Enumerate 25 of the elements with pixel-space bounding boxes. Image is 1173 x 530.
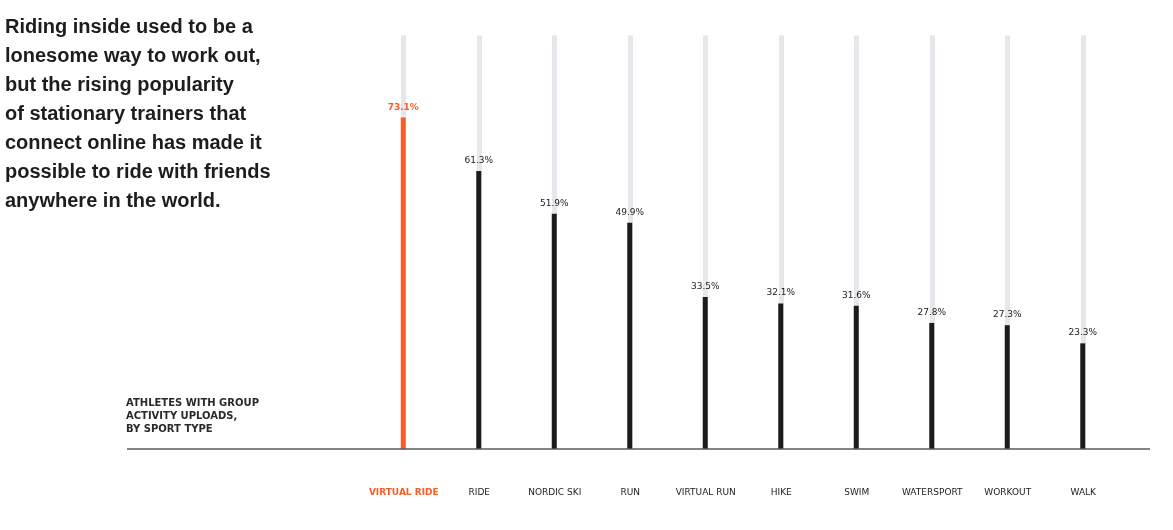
data-label: 49.9% <box>615 206 645 217</box>
data-label: 31.6% <box>841 289 871 300</box>
data-label: 51.9% <box>539 197 569 208</box>
x-tick-label: WATERSPORT <box>901 487 964 497</box>
text: ATHLETES WITH GROUP ACTIVITY UPLOADS, BY SPORT TYPE <box>126 397 259 434</box>
x-tick-label: WORKOUT <box>984 487 1032 497</box>
bar <box>1080 343 1086 449</box>
text: Riding inside used to be a lonesome way to work out, but the rising popularity of stationary trainers that connect online has made it possible to ride with friends anywhere in the world. <box>5 14 271 211</box>
x-tick-label: RIDE <box>468 487 491 497</box>
x-tick-label: NORDIC SKI <box>528 487 582 497</box>
data-label: 73.1% <box>387 101 419 112</box>
data-label: 23.3% <box>1068 327 1098 338</box>
x-tick-label: HIKE <box>770 487 793 497</box>
x-tick-label: VIRTUAL RIDE <box>368 487 439 497</box>
x-tick-label: SWIM <box>844 487 870 497</box>
data-label: 27.3% <box>992 309 1022 320</box>
data-label: 61.3% <box>464 155 494 166</box>
data-label: 32.1% <box>766 287 796 298</box>
data-label: 27.8% <box>917 306 947 317</box>
x-tick-label: VIRTUAL RUN <box>675 487 736 497</box>
bar <box>1004 325 1010 449</box>
x-tick-label: RUN <box>620 487 641 497</box>
x-tick-label: WALK <box>1070 487 1098 497</box>
data-label: 33.5% <box>690 281 720 292</box>
bar <box>929 322 935 449</box>
